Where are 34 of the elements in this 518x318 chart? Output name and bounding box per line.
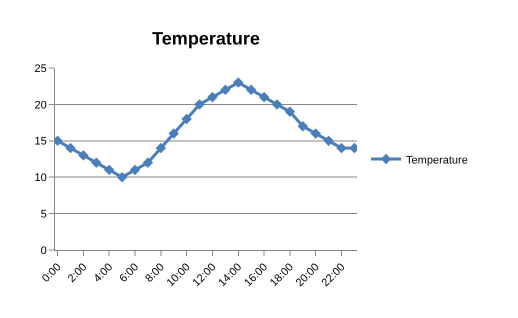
point [142,157,154,168]
point [116,172,128,182]
point [323,136,334,146]
y-tick-label: 0 [40,244,47,257]
y-tick-label: 5 [40,208,47,220]
x-tick-label: 0:00 [40,261,64,285]
y-tick-label: 15 [34,136,47,148]
point [207,92,218,102]
point [168,128,179,139]
x-tick-label: 8:00 [143,261,167,285]
point [233,77,244,88]
point [130,164,140,176]
x-tick-label: 4:00 [92,261,116,285]
point [310,128,321,139]
point [272,99,282,110]
point [336,142,347,154]
legend-label: Temperature [406,154,468,166]
point [220,84,231,96]
point [181,114,192,124]
point [298,121,308,132]
point [156,142,166,154]
chart-title: Temperature [152,28,260,48]
point [194,99,205,110]
y-tick-label: 25 [34,62,47,75]
point [104,164,114,176]
point [284,106,296,117]
x-tick-label: 6:00 [117,261,142,285]
y-tick-label: 20 [34,99,47,112]
point [246,84,256,96]
y-tick-label: 10 [34,172,47,184]
point [258,92,270,102]
point [78,150,89,161]
point [65,142,76,154]
point [91,157,102,168]
